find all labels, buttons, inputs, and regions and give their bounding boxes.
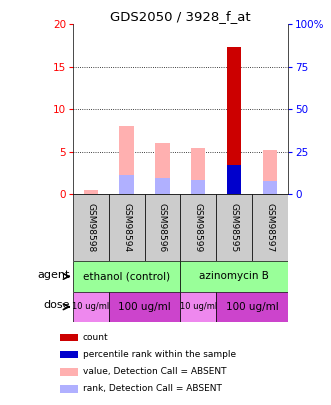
Bar (119, 126, 134, 194)
Bar (119, 175, 134, 194)
Text: 100 ug/ml: 100 ug/ml (226, 302, 278, 312)
Text: ethanol (control): ethanol (control) (83, 271, 170, 281)
Text: GSM98597: GSM98597 (265, 203, 274, 252)
Text: 100 ug/ml: 100 ug/ml (118, 302, 171, 312)
Text: GSM98595: GSM98595 (230, 203, 239, 252)
Bar (227, 47, 241, 194)
Title: GDS2050 / 3928_f_at: GDS2050 / 3928_f_at (110, 10, 251, 23)
Bar (155, 143, 169, 194)
Text: count: count (83, 333, 108, 342)
Text: percentile rank within the sample: percentile rank within the sample (83, 350, 236, 359)
Bar (155, 178, 169, 194)
Bar (191, 148, 206, 194)
Bar (180, 194, 216, 261)
Text: value, Detection Call = ABSENT: value, Detection Call = ABSENT (83, 367, 226, 376)
Text: dose: dose (43, 300, 70, 310)
Text: azinomycin B: azinomycin B (199, 271, 269, 281)
Bar (145, 194, 180, 261)
Bar (109, 194, 145, 261)
Text: GSM98599: GSM98599 (194, 203, 203, 252)
Bar (180, 292, 216, 322)
Bar (263, 150, 277, 194)
Bar (73, 292, 109, 322)
Text: agent: agent (37, 270, 70, 280)
Bar (216, 292, 288, 322)
Bar (83, 190, 98, 194)
Bar (73, 194, 109, 261)
Text: 10 ug/ml: 10 ug/ml (72, 302, 109, 311)
Bar (109, 292, 180, 322)
Bar (227, 164, 241, 194)
Bar (252, 194, 288, 261)
Text: GSM98598: GSM98598 (86, 203, 95, 252)
Text: GSM98594: GSM98594 (122, 203, 131, 252)
Text: 10 ug/ml: 10 ug/ml (180, 302, 217, 311)
Text: rank, Detection Call = ABSENT: rank, Detection Call = ABSENT (83, 384, 222, 394)
Bar (263, 181, 277, 194)
Bar (191, 180, 206, 194)
Text: GSM98596: GSM98596 (158, 203, 167, 252)
Bar (216, 194, 252, 261)
Bar (180, 261, 288, 292)
Bar (73, 261, 180, 292)
